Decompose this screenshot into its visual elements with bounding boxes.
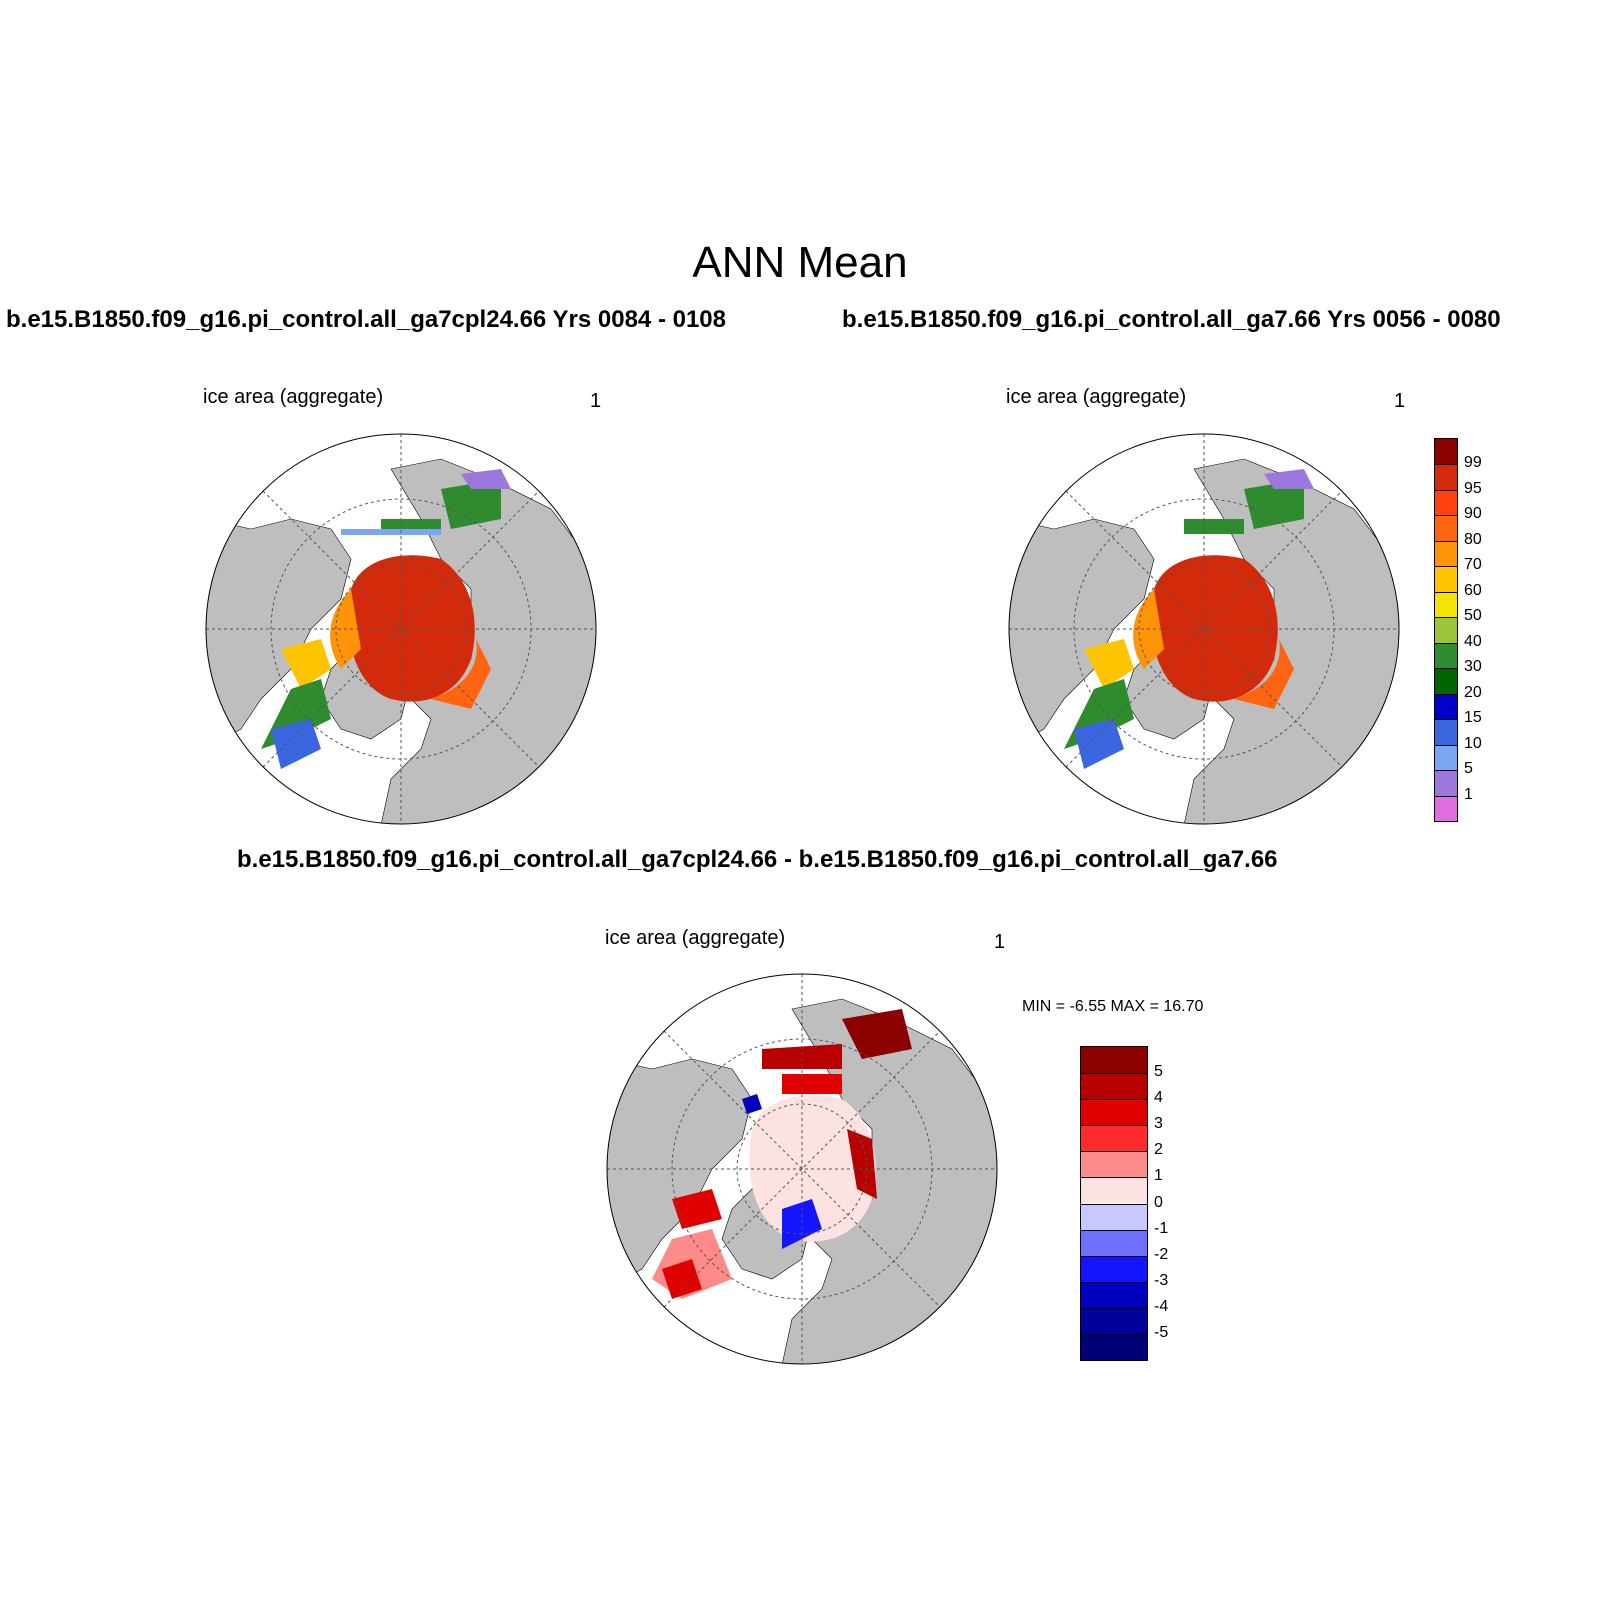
colorbar-abs [1434, 438, 1458, 822]
colorbar-cell [1435, 464, 1457, 490]
colorbar-tick-label: -4 [1154, 1297, 1169, 1315]
colorbar-tick-label: 10 [1464, 734, 1482, 752]
colorbar-tick-label: 20 [1464, 683, 1482, 701]
colorbar-tick-label: 70 [1464, 556, 1482, 574]
colorbar-tick-label: 1 [1154, 1167, 1163, 1185]
panel-2-units: 1 [1394, 390, 1406, 412]
colorbar-tick-label: 40 [1464, 632, 1482, 650]
colorbar-tick-label: 5 [1464, 760, 1473, 778]
panel-3-units: 1 [994, 931, 1006, 953]
panel-3-case-title: b.e15.B1850.f09_g16.pi_control.all_ga7cp… [237, 846, 1278, 873]
panel-2-case-title: b.e15.B1850.f09_g16.pi_control.all_ga7.6… [842, 306, 1501, 333]
ice-field-panel-2 [1064, 469, 1314, 769]
colorbar-cell [1435, 566, 1457, 592]
colorbar-cell [1081, 1307, 1147, 1334]
colorbar-tick-label: 15 [1464, 709, 1482, 727]
colorbar-cell [1435, 795, 1457, 821]
colorbar-cell [1435, 770, 1457, 796]
map-panel-3 [606, 973, 998, 1365]
colorbar-cell [1435, 719, 1457, 745]
colorbar-tick-label: 90 [1464, 505, 1482, 523]
colorbar-cell [1435, 540, 1457, 567]
colorbar-tick-label: 99 [1464, 454, 1482, 472]
colorbar-tick-label: 60 [1464, 581, 1482, 599]
colorbar-tick-label: -1 [1154, 1219, 1169, 1237]
colorbar-tick-label: 50 [1464, 607, 1482, 625]
colorbar-tick-label: 2 [1154, 1141, 1163, 1159]
colorbar-tick-label: 5 [1154, 1063, 1163, 1081]
colorbar-abs-labels: 99 95 90 80 70 60 50 40 30 20 15 10 5 1 [1464, 438, 1504, 822]
colorbar-tick-label: -3 [1154, 1271, 1169, 1289]
colorbar-cell [1435, 489, 1457, 516]
colorbar-cell [1435, 744, 1457, 771]
colorbar-tick-label: 80 [1464, 530, 1482, 548]
colorbar-cell [1435, 668, 1457, 694]
colorbar-cell [1435, 439, 1457, 465]
colorbar-cell [1435, 693, 1457, 720]
difference-field [652, 1009, 912, 1299]
colorbar-tick-label: 3 [1154, 1115, 1163, 1133]
colorbar-cell [1435, 642, 1457, 669]
colorbar-cell [1435, 515, 1457, 541]
panel-3-min-max: MIN = -6.55 MAX = 16.70 [1022, 998, 1204, 1015]
colorbar-tick-label: -2 [1154, 1245, 1169, 1263]
map-panel-1 [205, 433, 597, 825]
panel-1-case-title: b.e15.B1850.f09_g16.pi_control.all_ga7cp… [6, 306, 726, 333]
colorbar-cell [1081, 1151, 1147, 1178]
colorbar-tick-label: 1 [1464, 785, 1473, 803]
map-panel-2 [1008, 433, 1400, 825]
panel-1-units: 1 [590, 390, 602, 412]
colorbar-tick-label: 4 [1154, 1089, 1163, 1107]
panel-1-variable-label: ice area (aggregate) [203, 386, 384, 408]
panel-3-variable-label: ice area (aggregate) [605, 927, 786, 949]
colorbar-cell [1081, 1229, 1147, 1256]
colorbar-cell [1081, 1099, 1147, 1126]
colorbar-cell [1435, 591, 1457, 618]
panel-2-variable-label: ice area (aggregate) [1006, 386, 1187, 408]
colorbar-cell [1081, 1125, 1147, 1152]
colorbar-tick-label: 30 [1464, 658, 1482, 676]
colorbar-cell [1081, 1177, 1147, 1204]
colorbar-tick-label: -5 [1154, 1323, 1169, 1341]
colorbar-cell [1081, 1255, 1147, 1282]
colorbar-tick-label: 0 [1154, 1193, 1163, 1211]
colorbar-cell [1435, 617, 1457, 643]
ice-field-panel-1 [261, 469, 511, 769]
colorbar-cell [1081, 1281, 1147, 1308]
colorbar-diff-labels: 5 4 3 2 1 0 -1 -2 -3 -4 -5 [1154, 1046, 1194, 1361]
figure-title: ANN Mean [692, 238, 908, 287]
colorbar-tick-label: 95 [1464, 479, 1482, 497]
colorbar-cell [1081, 1073, 1147, 1100]
colorbar-diff [1080, 1046, 1148, 1361]
colorbar-cell [1081, 1047, 1147, 1074]
colorbar-cell [1081, 1203, 1147, 1230]
colorbar-cell [1081, 1333, 1147, 1360]
